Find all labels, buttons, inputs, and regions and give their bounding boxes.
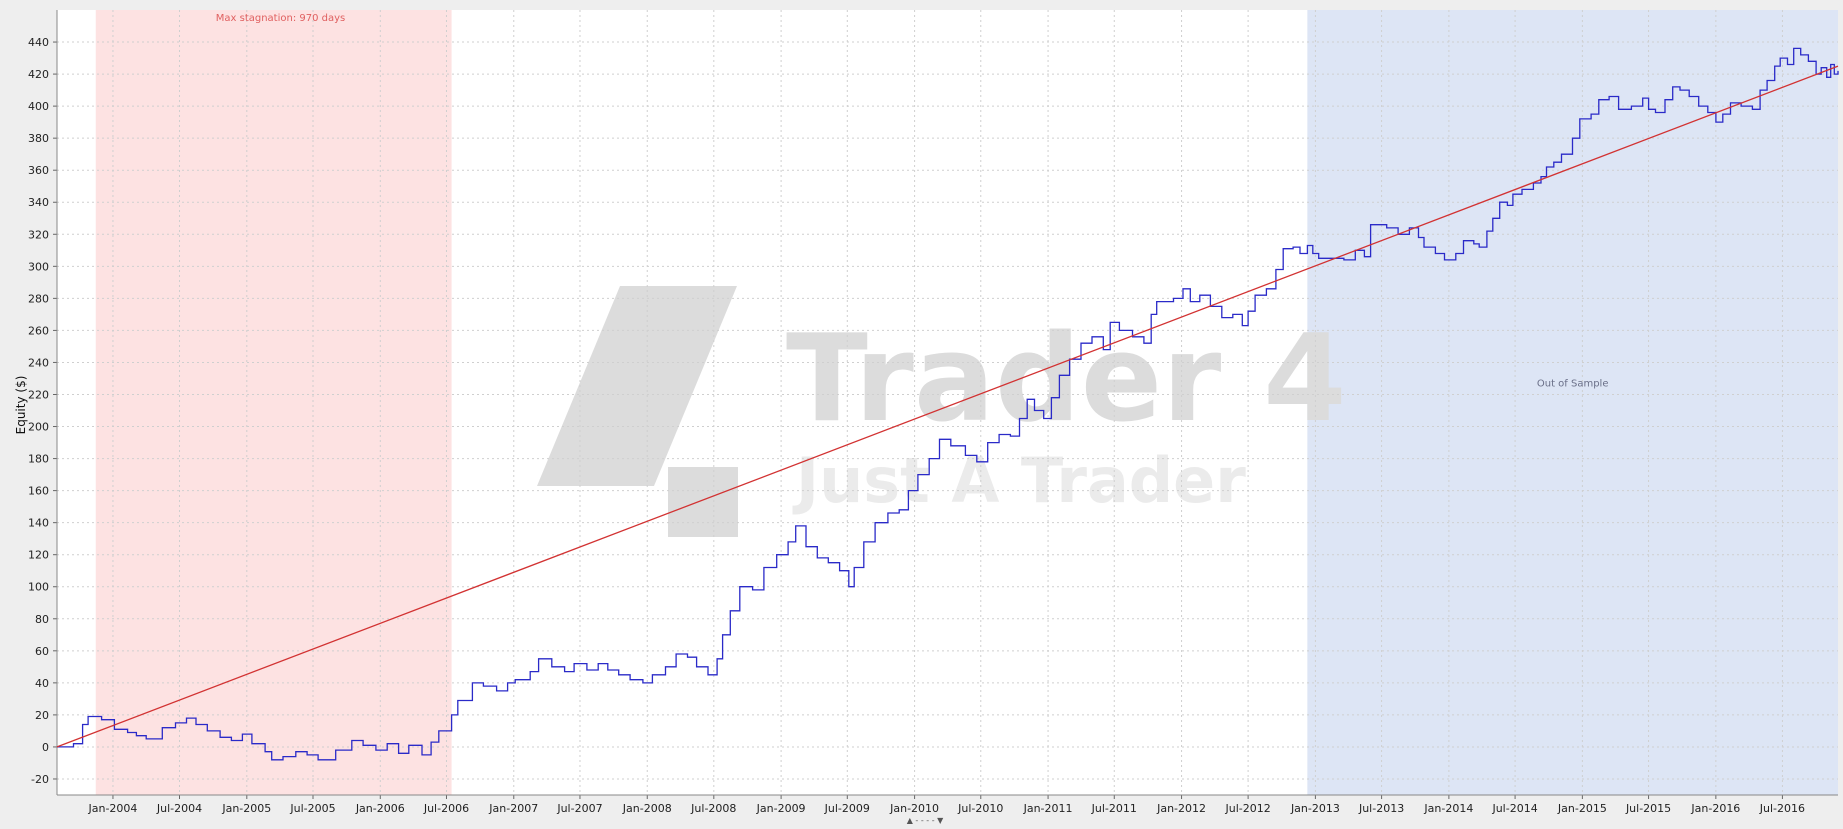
x-tick-label: Jul-2007 (556, 802, 602, 815)
region-1 (95, 10, 452, 795)
x-tick-label: Jul-2011 (1091, 802, 1137, 815)
y-tick-label: 40 (35, 677, 49, 690)
region-labels: Max stagnation: 970 days Out of Sample (216, 13, 1609, 389)
x-tick-label: Jan-2008 (622, 802, 672, 815)
y-tick-label: 20 (35, 709, 49, 722)
x-tick-label: Jan-2016 (1690, 802, 1740, 815)
region-2 (1307, 10, 1838, 795)
region-label-1: Max stagnation: 970 days (216, 13, 345, 24)
x-tick-label: Jul-2013 (1358, 802, 1404, 815)
x-tick-label: Jan-2009 (756, 802, 806, 815)
x-tick-label: Jul-2014 (1491, 802, 1537, 815)
y-tick-label: -20 (31, 773, 49, 786)
x-tick-label: Jul-2009 (824, 802, 870, 815)
y-tick-label: 420 (28, 68, 49, 81)
y-tick-label: 280 (28, 292, 49, 305)
y-tick-label: 80 (35, 613, 49, 626)
x-tick-label: Jan-2011 (1023, 802, 1073, 815)
y-axis-label: Equity ($) (14, 376, 28, 435)
x-tick-label: Jul-2016 (1759, 802, 1805, 815)
x-tick-label: Jan-2010 (889, 802, 939, 815)
series-layer (56, 47, 1839, 761)
y-tick-label: 180 (28, 453, 49, 466)
x-tick-label: Jul-2004 (156, 802, 202, 815)
y-tick-label: 100 (28, 581, 49, 594)
y-tick-label: 120 (28, 549, 49, 562)
x-tick-label: Jan-2014 (1423, 802, 1473, 815)
x-tick-label: Jul-2006 (423, 802, 469, 815)
y-tick-label: 200 (28, 421, 49, 434)
y-tick-label: 0 (42, 741, 49, 754)
x-tick-label: Jul-2012 (1224, 802, 1270, 815)
y-tick-label: 360 (28, 164, 49, 177)
watermark-logo-slash (537, 286, 737, 486)
y-tick-label: 220 (28, 388, 49, 401)
x-tick-label: Jan-2012 (1156, 802, 1206, 815)
watermark-logo-square (668, 467, 738, 537)
y-tick-label: 60 (35, 645, 49, 658)
x-tick-label: Jul-2005 (289, 802, 335, 815)
y-tick-label: 160 (28, 485, 49, 498)
x-tick-label: Jan-2004 (87, 802, 137, 815)
y-tick-label: 240 (28, 356, 49, 369)
y-tick-label: 140 (28, 517, 49, 530)
watermark-line1: Trader 4 (786, 310, 1347, 449)
x-tick-label: Jul-2010 (957, 802, 1003, 815)
y-tick-label: 340 (28, 196, 49, 209)
axes: -20 0 20 40 60 80 100 120 140 160 180 200 220 240 260 2… (28, 10, 1838, 815)
gridlines (57, 10, 1838, 795)
x-tick-label: Jan-2015 (1557, 802, 1607, 815)
y-tick-label: 400 (28, 100, 49, 113)
watermark: Trader 4 Just A Trader (537, 286, 1347, 537)
region-label-2: Out of Sample (1537, 378, 1609, 389)
watermark-line2: Just A Trader (792, 444, 1246, 517)
y-tick-label: 380 (28, 132, 49, 145)
y-tick-label: 440 (28, 36, 49, 49)
y-tick-label: 300 (28, 260, 49, 273)
x-tick-label: Jul-2015 (1625, 802, 1671, 815)
x-tick-label: Jan-2005 (221, 802, 271, 815)
x-tick-label: Jan-2013 (1290, 802, 1340, 815)
x-tick-label: Jan-2007 (488, 802, 538, 815)
resize-handle[interactable]: ▲ - - - - ▼ (906, 816, 944, 825)
x-tick-label: Jan-2006 (355, 802, 405, 815)
y-tick-label: 260 (28, 324, 49, 337)
trend-line (56, 65, 1839, 748)
y-tick-label: 320 (28, 228, 49, 241)
equity-curve-line (57, 47, 1839, 761)
x-tick-label: Jul-2008 (690, 802, 736, 815)
